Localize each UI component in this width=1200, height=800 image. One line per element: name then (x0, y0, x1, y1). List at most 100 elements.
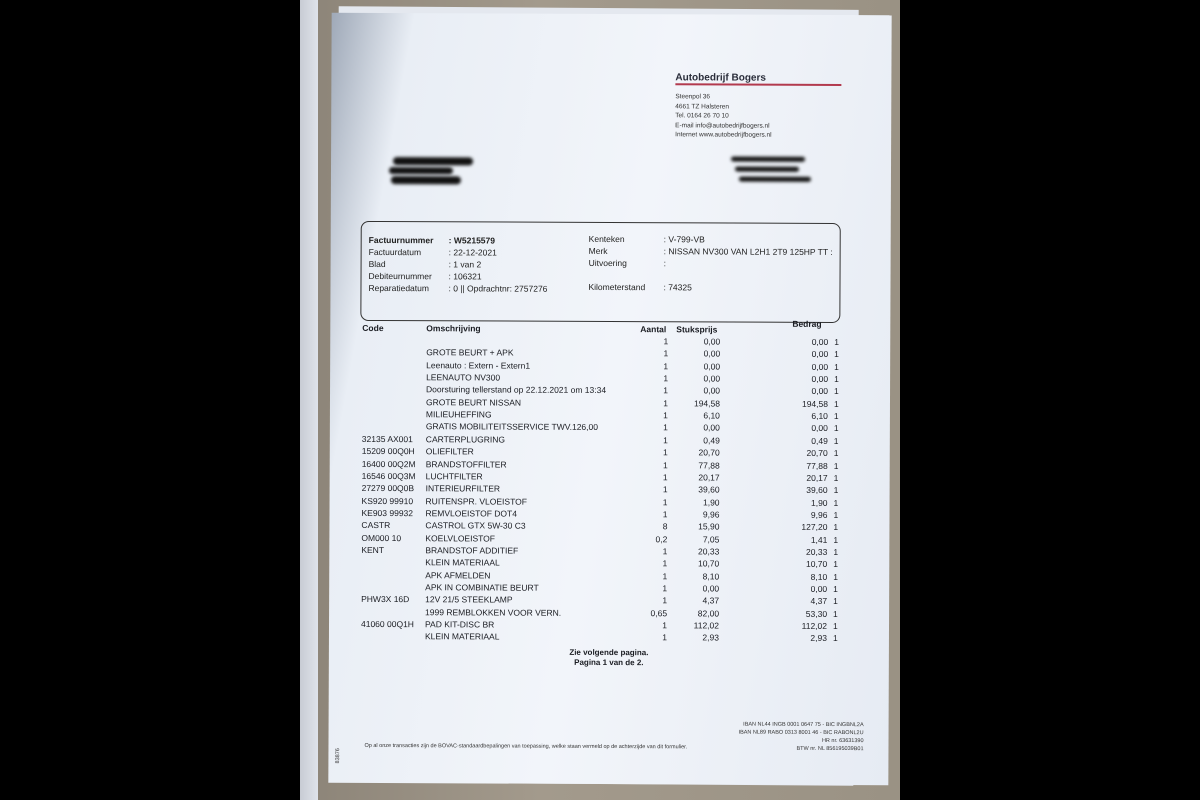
item-code: PHW3X 16D (361, 594, 410, 605)
item-vat-code: 1 (833, 546, 839, 557)
item-amount: 1,90 (810, 497, 828, 508)
item-quantity: 1 (662, 632, 667, 643)
bank-details: IBAN NL44 INGB 0001 0647 75 - BIC INGBNL… (738, 721, 864, 754)
item-unit-price: 112,02 (693, 620, 720, 631)
invoice-page: Autobedrijf Bogers Steenpol 36 4661 TZ H… (328, 12, 892, 786)
item-quantity: 1 (662, 472, 668, 483)
item-description: 12V 21/5 STEEKLAMP (425, 594, 513, 605)
item-amount: 0,00 (811, 361, 829, 372)
label-debtor-number: Debiteurnummer (368, 270, 432, 282)
sheet: : 1 van 2 (448, 259, 482, 270)
item-quantity: 1 (663, 422, 668, 433)
item-vat-code: 1 (833, 608, 838, 619)
label-brand: Merk (588, 245, 608, 256)
item-description: Doorsturing tellerstand op 22.12.2021 om… (426, 384, 607, 396)
item-code: 16546 00Q3M (361, 470, 416, 481)
item-quantity: 1 (662, 509, 668, 520)
item-amount: 0,00 (811, 349, 829, 360)
item-description: RUITENSPR. VLOEISTOF (425, 495, 527, 507)
item-code: 32135 AX001 (361, 433, 413, 444)
item-amount: 0,00 (811, 336, 829, 347)
background-sheet (300, 0, 318, 800)
item-description: 1999 REMBLOKKEN VOOR VERN. (425, 606, 562, 618)
item-amount: 0,00 (810, 583, 828, 594)
item-quantity: 1 (663, 435, 668, 446)
item-description: MILIEUHEFFING (425, 409, 492, 420)
item-amount: 0,49 (811, 435, 828, 446)
header-unit-price: Stuksprijs (676, 324, 718, 335)
item-unit-price: 8,10 (702, 571, 720, 582)
header-code: Code (362, 322, 384, 334)
item-unit-price: 0,00 (703, 361, 721, 372)
item-amount: 20,70 (806, 447, 828, 459)
label-invoice-number: Factuurnummer (368, 234, 434, 246)
item-amount: 4,37 (810, 596, 828, 607)
invoice-date: : 22-12-2021 (448, 247, 497, 258)
item-vat-code: 1 (833, 411, 839, 422)
item-quantity: 1 (663, 336, 669, 347)
header-description: Omschrijving (426, 323, 481, 334)
item-vat-code: 1 (833, 583, 838, 594)
iban-rabo: IBAN NL89 RABO 0313 8001 46 - BIC RABONL… (738, 729, 864, 737)
item-unit-price: 0,00 (703, 336, 721, 347)
address-line: 4661 TZ Halsteren (675, 102, 730, 111)
item-quantity: 1 (663, 373, 669, 384)
item-description: REMVLOEISTOF DOT4 (425, 508, 518, 519)
item-amount: 10,70 (805, 559, 828, 570)
item-amount: 0,00 (811, 373, 829, 384)
item-code: KENT (361, 544, 385, 555)
item-description: Leenauto : Extern - Extern1 (426, 359, 531, 371)
form-code: 83876 (335, 748, 342, 764)
item-unit-price: 6,10 (703, 410, 720, 421)
item-vat-code: 1 (833, 398, 839, 409)
item-description: OLIEFILTER (425, 446, 474, 457)
item-unit-price: 82,00 (697, 608, 720, 619)
label-license-plate: Kenteken (588, 233, 625, 245)
header-amount: Bedrag (792, 318, 822, 329)
item-amount: 0,00 (811, 386, 829, 397)
item-description: APK AFMELDEN (425, 569, 491, 581)
item-amount: 1,41 (810, 534, 828, 545)
item-quantity: 8 (662, 521, 668, 532)
item-quantity: 1 (662, 484, 668, 495)
version: : (663, 258, 666, 269)
item-vat-code: 1 (833, 485, 839, 496)
item-vat-code: 1 (833, 534, 839, 545)
item-code: 27279 00Q0B (361, 483, 415, 494)
website: Internet www.autobedrijfbogers.nl (675, 131, 772, 139)
item-vat-code: 1 (832, 621, 838, 632)
item-code: OM000 10 (361, 532, 402, 543)
item-unit-price: 0,49 (703, 435, 720, 446)
item-vat-code: 1 (833, 472, 839, 483)
item-amount: 20,33 (806, 546, 828, 557)
item-quantity: 1 (663, 447, 668, 458)
item-quantity: 1 (662, 558, 668, 569)
label-invoice-date: Factuurdatum (368, 246, 422, 258)
item-vat-code: 1 (834, 349, 839, 360)
header-divider (675, 83, 842, 87)
item-unit-price: 20,70 (698, 447, 720, 458)
license-plate: : V-799-VB (663, 234, 705, 245)
item-vat-code: 1 (833, 435, 839, 446)
item-vat-code: 1 (833, 448, 839, 459)
item-description: APK IN COMBINATIE BEURT (425, 582, 539, 593)
item-unit-price: 9,96 (702, 509, 720, 520)
item-unit-price: 2,93 (702, 632, 719, 643)
item-amount: 77,88 (806, 460, 828, 471)
item-unit-price: 20,17 (698, 472, 720, 483)
item-unit-price: 15,90 (698, 521, 720, 532)
item-description: CASTROL GTX 5W-30 C3 (425, 520, 526, 531)
item-amount: 2,93 (810, 633, 827, 644)
item-description: GROTE BEURT NISSAN (425, 396, 522, 408)
item-unit-price: 0,00 (703, 422, 720, 433)
item-unit-price: 10,70 (697, 558, 720, 569)
item-amount: 39,60 (806, 485, 828, 496)
item-quantity: 1 (662, 595, 668, 606)
mileage: : 74325 (663, 282, 692, 293)
item-description: KLEIN MATERIAAL (424, 631, 500, 642)
item-code: 16400 00Q2M (361, 458, 416, 469)
repair-date: : 0 || Opdrachtnr: 2757276 (448, 283, 548, 294)
item-description: KLEIN MATERIAAL (425, 557, 500, 568)
item-description: GRATIS MOBILITEITSSERVICE TWV.126,00 (425, 421, 599, 433)
brand: : NISSAN NV300 VAN L2H1 2T9 125HP TT : (663, 246, 833, 257)
